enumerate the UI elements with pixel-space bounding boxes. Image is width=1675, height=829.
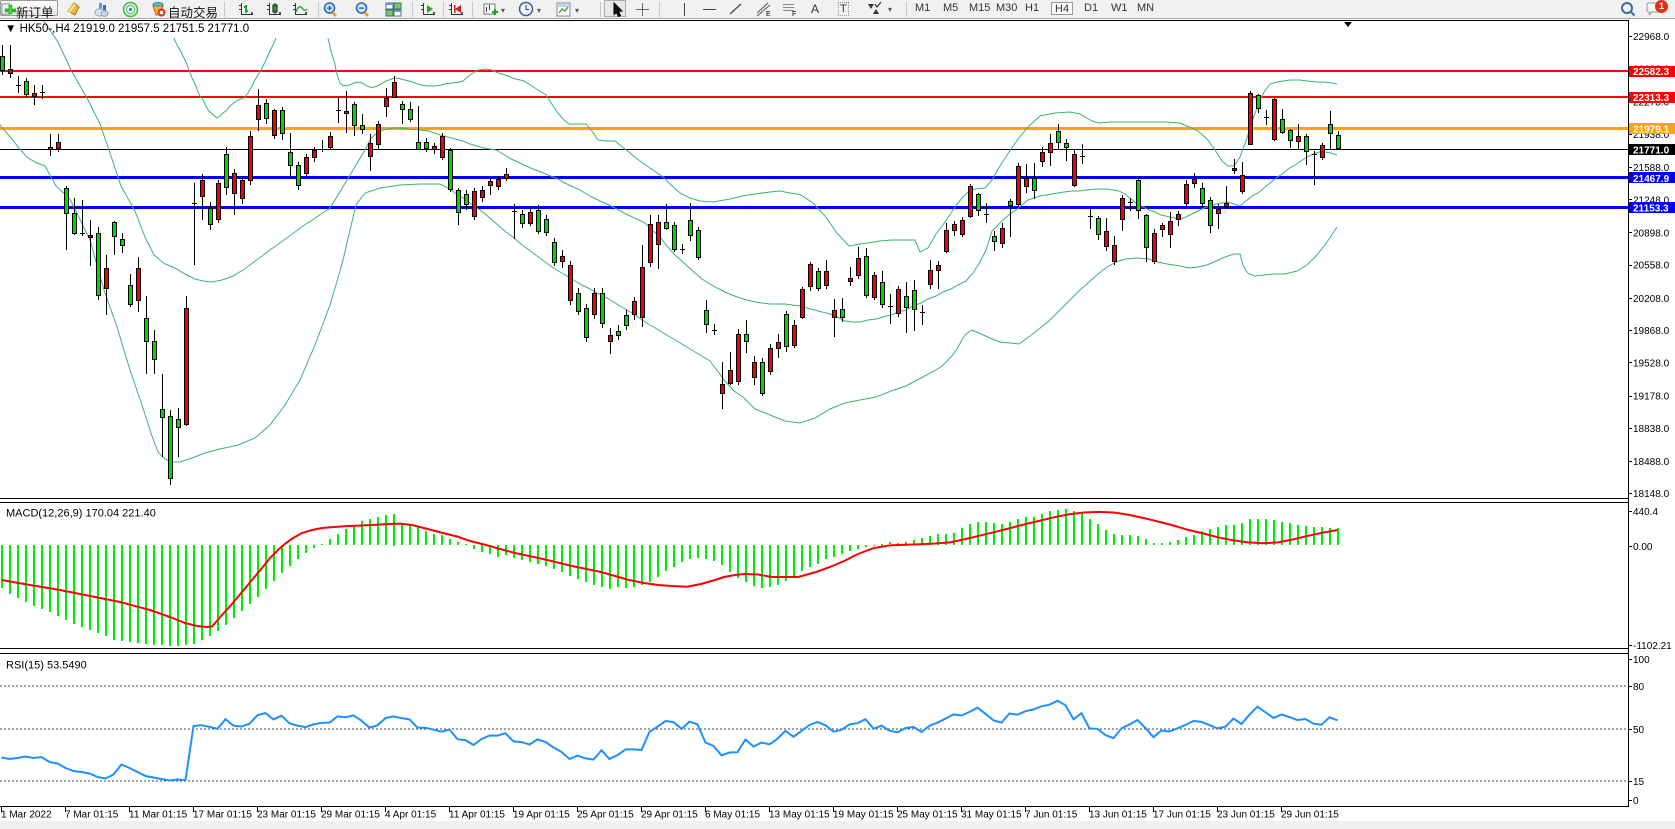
svg-text:50: 50 xyxy=(1633,725,1645,736)
svg-text:29 Mar 01:15: 29 Mar 01:15 xyxy=(321,810,380,821)
svg-text:E: E xyxy=(766,11,771,18)
svg-text:19 May 01:15: 19 May 01:15 xyxy=(833,810,894,821)
svg-text:0.00: 0.00 xyxy=(1633,542,1653,553)
svg-text:▼ HK50-,H4 21919.0 21957.5 21: ▼ HK50-,H4 21919.0 21957.5 21751.5 21771… xyxy=(5,23,249,35)
svg-text:18148.0: 18148.0 xyxy=(1633,489,1670,500)
svg-text:20558.0: 20558.0 xyxy=(1633,261,1670,272)
svg-text:80: 80 xyxy=(1633,682,1645,693)
svg-text:13 Jun 01:15: 13 Jun 01:15 xyxy=(1089,810,1147,821)
svg-text:17 Jun 01:15: 17 Jun 01:15 xyxy=(1153,810,1211,821)
svg-text:21771.0: 21771.0 xyxy=(1633,146,1670,157)
svg-text:21979.1: 21979.1 xyxy=(1633,125,1670,136)
svg-text:22582.3: 22582.3 xyxy=(1633,67,1670,78)
svg-text:20208.0: 20208.0 xyxy=(1633,294,1670,305)
svg-text:29 Apr 01:15: 29 Apr 01:15 xyxy=(641,810,698,821)
svg-text:17 Mar 01:15: 17 Mar 01:15 xyxy=(193,810,252,821)
svg-text:23 Jun 01:15: 23 Jun 01:15 xyxy=(1217,810,1275,821)
svg-text:MACD(12,26,9) 170.04 221.40: MACD(12,26,9) 170.04 221.40 xyxy=(6,508,156,520)
svg-text:19528.0: 19528.0 xyxy=(1633,358,1670,369)
svg-text:22313.3: 22313.3 xyxy=(1633,93,1670,104)
svg-text:25 May 01:15: 25 May 01:15 xyxy=(897,810,958,821)
svg-text:19868.0: 19868.0 xyxy=(1633,326,1670,337)
svg-text:7 Jun 01:15: 7 Jun 01:15 xyxy=(1025,810,1078,821)
svg-text:18838.0: 18838.0 xyxy=(1633,424,1670,435)
svg-text:31 May 01:15: 31 May 01:15 xyxy=(961,810,1022,821)
svg-text:100: 100 xyxy=(1633,655,1650,666)
svg-text:11 Mar 01:15: 11 Mar 01:15 xyxy=(129,810,188,821)
svg-text:15: 15 xyxy=(1633,777,1645,788)
svg-text:19178.0: 19178.0 xyxy=(1633,392,1670,403)
svg-text:21467.9: 21467.9 xyxy=(1633,174,1670,185)
svg-text:21938.0: 21938.0 xyxy=(1633,130,1670,141)
svg-text:29 Jun 01:15: 29 Jun 01:15 xyxy=(1281,810,1339,821)
svg-text:25 Apr 01:15: 25 Apr 01:15 xyxy=(577,810,634,821)
svg-text:7 Mar 01:15: 7 Mar 01:15 xyxy=(65,810,119,821)
svg-text:RSI(15) 53.5490: RSI(15) 53.5490 xyxy=(6,660,87,672)
svg-text:21588.0: 21588.0 xyxy=(1633,163,1670,174)
svg-text:22278.0: 22278.0 xyxy=(1633,98,1670,109)
svg-text:4 Apr 01:15: 4 Apr 01:15 xyxy=(385,810,437,821)
svg-text:18488.0: 18488.0 xyxy=(1633,457,1670,468)
svg-text:440.4: 440.4 xyxy=(1633,507,1658,518)
svg-text:21153.3: 21153.3 xyxy=(1633,204,1669,215)
svg-text:6 May 01:15: 6 May 01:15 xyxy=(705,810,760,821)
svg-text:22968.0: 22968.0 xyxy=(1633,32,1670,43)
svg-text:-1102.21: -1102.21 xyxy=(1633,641,1672,652)
svg-text:23 Mar 01:15: 23 Mar 01:15 xyxy=(257,810,316,821)
svg-text:21248.0: 21248.0 xyxy=(1633,195,1670,206)
svg-text:20898.0: 20898.0 xyxy=(1633,228,1670,239)
svg-text:19 Apr 01:15: 19 Apr 01:15 xyxy=(513,810,570,821)
svg-text:11 Apr 01:15: 11 Apr 01:15 xyxy=(449,810,505,821)
svg-text:0: 0 xyxy=(1633,796,1639,807)
svg-text:F: F xyxy=(792,11,796,18)
svg-text:13 May 01:15: 13 May 01:15 xyxy=(769,810,830,821)
svg-text:1 Mar 2022: 1 Mar 2022 xyxy=(1,810,52,821)
